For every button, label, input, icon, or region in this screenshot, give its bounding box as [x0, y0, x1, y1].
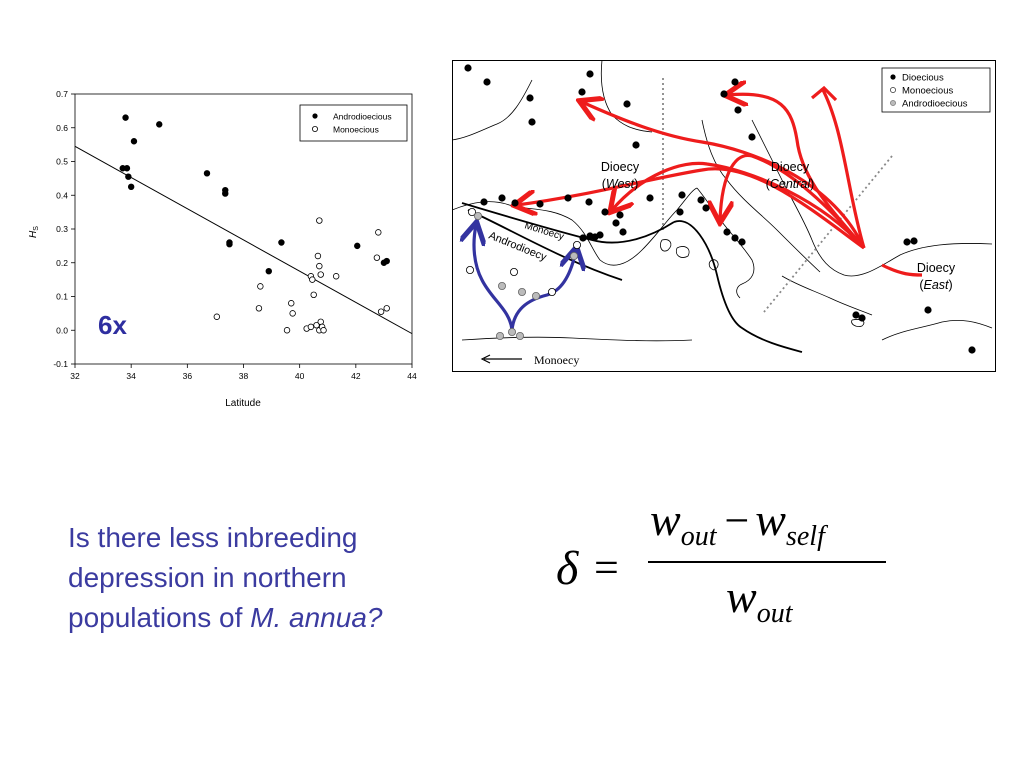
formula-delta: δ [556, 542, 579, 595]
x-tick-label: 38 [239, 371, 249, 381]
label-dioecy-central: Dioecy [771, 160, 810, 174]
legend-filled-marker [312, 113, 318, 119]
point-monoecious [257, 283, 264, 290]
formula-equals: = [594, 543, 619, 592]
x-tick-label: 44 [407, 371, 417, 381]
x-tick-label: 40 [295, 371, 305, 381]
point-monoecious [332, 273, 340, 280]
question-line-3: populations of M. annua? [68, 598, 488, 638]
y-tick-label: 0.3 [56, 224, 68, 234]
point-monoecious [377, 308, 385, 315]
point-monoecious [320, 327, 327, 334]
scatter-plot: 32 34 36 38 40 42 44 -0.1 0.0 0.1 0.2 0.3 0.4 0.5 0.6 0… [28, 89, 417, 409]
question-text: Is there less inbreeding depression in n… [68, 518, 488, 638]
species-name: M. annua? [250, 602, 383, 633]
inbreeding-depression-formula: δ = wout − wself wout [556, 494, 886, 629]
point-androdioecious [203, 170, 211, 177]
point-monoecious [316, 262, 323, 270]
point-androdioecious [125, 173, 132, 180]
point-monoecious [289, 310, 296, 317]
x-tick-label: 36 [183, 371, 193, 381]
formula-numerator: wout − wself [650, 494, 828, 552]
y-tick-label: 0.0 [56, 325, 68, 335]
formula-denominator: wout [726, 571, 794, 629]
point-monoecious [373, 254, 381, 261]
point-monoecious [309, 276, 316, 283]
point-monoecious [314, 252, 322, 260]
y-tick-label: 0.6 [56, 123, 68, 133]
annotation-6x: 6x [98, 310, 127, 340]
label-monoecy-arrow: Monoecy [534, 353, 579, 367]
label-dioecy-west-sub: (West) [602, 177, 639, 191]
tick-labels: 32 34 36 38 40 42 44 -0.1 0.0 0.1 0.2 0.3 0.4 0.5 0.6 0… [53, 89, 417, 381]
plot-axes [71, 93, 413, 368]
monoecy-west-arrow [480, 354, 522, 364]
point-androdioecious [278, 239, 285, 246]
point-monoecious [307, 323, 315, 331]
map-legend: Dioecious Monoecious Androdioecious [881, 67, 991, 113]
label-dioecy-central-sub: (Central) [766, 177, 815, 191]
dioecy-spread-arrows [517, 88, 923, 277]
mediterranean-map: Dioecy (West) Dioecy (Central) Dioecy (E… [452, 60, 996, 372]
legend-label-androdioecious: Androdioecious [333, 112, 392, 122]
y-tick-label: 0.7 [56, 89, 68, 99]
label-dioecy-west: Dioecy [601, 160, 640, 174]
point-monoecious [310, 291, 317, 299]
point-monoecious [255, 305, 263, 312]
point-monoecious [283, 327, 291, 334]
population-dots [464, 64, 976, 354]
y-tick-label: 0.2 [56, 258, 68, 268]
point-androdioecious [383, 257, 390, 265]
monoecy-spread-arrows [474, 225, 576, 331]
point-androdioecious [123, 165, 131, 172]
y-axis-label-sub: S [33, 226, 40, 231]
question-line-1: Is there less inbreeding [68, 522, 358, 553]
question-line-2: depression in northern [68, 562, 347, 593]
x-tick-label: 42 [351, 371, 361, 381]
point-androdioecious [265, 267, 272, 275]
point-androdioecious [226, 240, 233, 248]
legend-androdioecious-marker [890, 100, 896, 106]
y-tick-label: -0.1 [53, 359, 68, 369]
point-androdioecious [127, 183, 135, 191]
y-tick-label: 0.4 [56, 190, 68, 200]
point-monoecious [213, 313, 221, 320]
x-tick-label: 32 [70, 371, 80, 381]
point-androdioecious [222, 190, 229, 197]
legend-label-monoecious-map: Monoecious [902, 86, 953, 97]
point-monoecious [316, 217, 323, 224]
legend-dioecious-marker [890, 74, 896, 80]
plot-legend: Androdioecious Monoecious [299, 104, 408, 142]
point-monoecious [383, 305, 390, 312]
svg-text:HS: HS [28, 226, 40, 238]
point-androdioecious [156, 121, 163, 128]
label-dioecy-east: Dioecy [917, 261, 956, 275]
legend-open-marker [311, 126, 318, 133]
y-axis-label-main: H [28, 230, 39, 238]
legend-label-androdioecious-map: Androdioecious [902, 99, 968, 110]
legend-monoecious-marker [890, 87, 896, 93]
legend-label-monoecious: Monoecious [333, 125, 379, 135]
label-dioecy-east-sub: (East) [919, 278, 952, 292]
point-monoecious [317, 271, 324, 278]
point-monoecious [313, 321, 320, 329]
data-points [119, 114, 390, 334]
y-tick-label: 0.1 [56, 292, 68, 302]
point-monoecious [375, 229, 382, 236]
y-tick-label: 0.5 [56, 157, 68, 167]
question-line-3-prefix: populations of [68, 602, 251, 633]
y-axis-label: HS [28, 226, 40, 238]
x-axis-label: Latitude [225, 398, 261, 409]
point-monoecious [288, 300, 295, 307]
x-tick-label: 34 [126, 371, 136, 381]
legend-label-dioecious: Dioecious [902, 73, 944, 84]
trend-line [74, 145, 413, 335]
divider-central-east [763, 155, 893, 313]
point-androdioecious [130, 138, 138, 145]
point-androdioecious [354, 242, 361, 250]
point-androdioecious [122, 114, 129, 121]
